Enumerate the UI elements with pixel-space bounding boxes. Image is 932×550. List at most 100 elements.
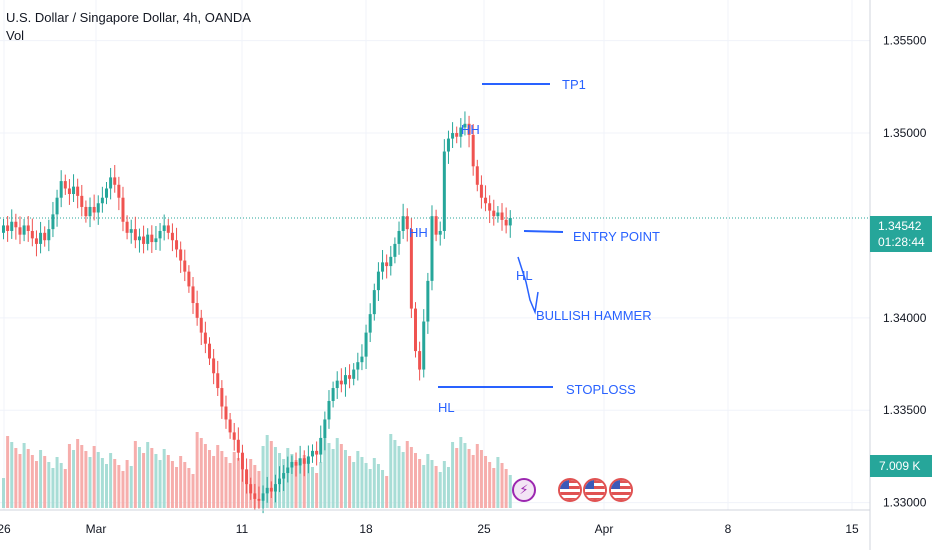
candle-body [368,314,372,333]
volume-bar [488,462,492,508]
candle-body [63,181,67,189]
us-flag-icon[interactable] [583,478,607,502]
candle-body [484,197,488,204]
volume-bar [475,444,479,508]
candle-body [385,262,389,267]
volume-bar [63,469,67,508]
candle-body [224,406,228,420]
candle-body [67,188,71,195]
candle-body [343,375,347,385]
hh-label-left: HH [409,225,428,240]
candle-body [422,321,426,370]
x-tick-label: 18 [359,522,373,536]
candle-body [76,186,80,196]
bar-countdown: 01:28:44 [878,235,925,249]
volume-bar [343,450,347,508]
drawing-annotations[interactable]: TP1 HH HH ENTRY POINT HL BULLISH HAMMER STOPLO… [409,77,660,415]
candle-body [339,380,343,385]
candle-body [22,225,26,235]
volume-bar [397,446,401,508]
volume-bar [187,468,191,508]
candle-body [220,388,224,407]
volume-bar [26,449,30,508]
volume-bar [331,449,335,508]
candle-body [150,234,154,243]
candle-body [125,221,129,233]
volume-bar [372,458,376,508]
candle-body [500,212,504,220]
volume-bar [170,461,174,508]
volume-bar [311,467,314,508]
lightning-icon[interactable]: ⚡ [512,478,536,502]
y-tick-label: 1.35500 [883,34,927,48]
candle-body [294,461,298,466]
tp1-label: TP1 [562,77,586,92]
hammer-arrow [517,256,539,315]
volume-bar [446,467,450,508]
candle-body [393,243,397,257]
candle-body [55,197,59,215]
volume-label: Vol [6,28,25,43]
volume-bar [484,456,488,508]
candle-body [6,225,10,231]
candle-body [335,380,339,389]
volume-bar [393,440,397,508]
volume-bar [438,472,442,508]
us-flag-icon[interactable] [609,478,633,502]
candle-body [438,230,442,235]
candle-body [240,452,244,470]
candle-body [154,238,158,243]
candle-body [113,177,117,185]
candlestick-series [2,111,512,514]
candle-body [352,369,356,379]
volume-bar [183,462,187,508]
volume-bar [203,444,207,508]
candle-body [414,308,417,352]
candle-body [2,225,5,233]
candle-body [409,229,413,309]
volume-bar [508,475,512,508]
candle-body [51,214,55,230]
volume-bar [199,438,203,508]
candle-body [323,419,327,438]
volume-bar [261,446,265,508]
volume-bar [109,453,113,508]
volume-bar [117,465,121,508]
candle-body [14,221,18,228]
volume-bar [133,441,137,508]
volume-bar [55,457,59,508]
volume-bar [385,476,389,508]
volume-bar [100,458,104,508]
volume-bar [306,461,310,508]
y-tick-label: 1.34000 [883,311,927,325]
volume-bar [14,448,18,508]
volume-bar [455,448,459,508]
candle-body [72,186,76,195]
candle-body [203,332,207,344]
volume-bar [409,447,413,508]
volume-bar [294,460,298,508]
last-price-badge: 1.34542 01:28:44 [870,216,932,252]
volume-bar [105,464,108,508]
volume-bar [59,463,63,508]
volume-bar [146,442,150,508]
x-tick-label: Apr [595,522,614,536]
candle-body [446,138,450,152]
candle-body [475,166,479,185]
candle-body [306,456,310,464]
volume-bar [418,459,422,508]
candle-body [418,351,422,370]
volume-bar [348,456,352,508]
volume-bar [265,435,269,508]
x-tick-label: 25 [477,522,491,536]
us-flag-icon[interactable] [558,478,582,502]
candle-body [105,188,108,198]
candle-body [96,203,100,213]
candle-body [249,484,253,494]
volume-bar [339,444,343,508]
candle-body [39,232,43,244]
entry-line [523,230,564,233]
volume-bar [459,437,463,508]
candle-body [265,487,269,494]
